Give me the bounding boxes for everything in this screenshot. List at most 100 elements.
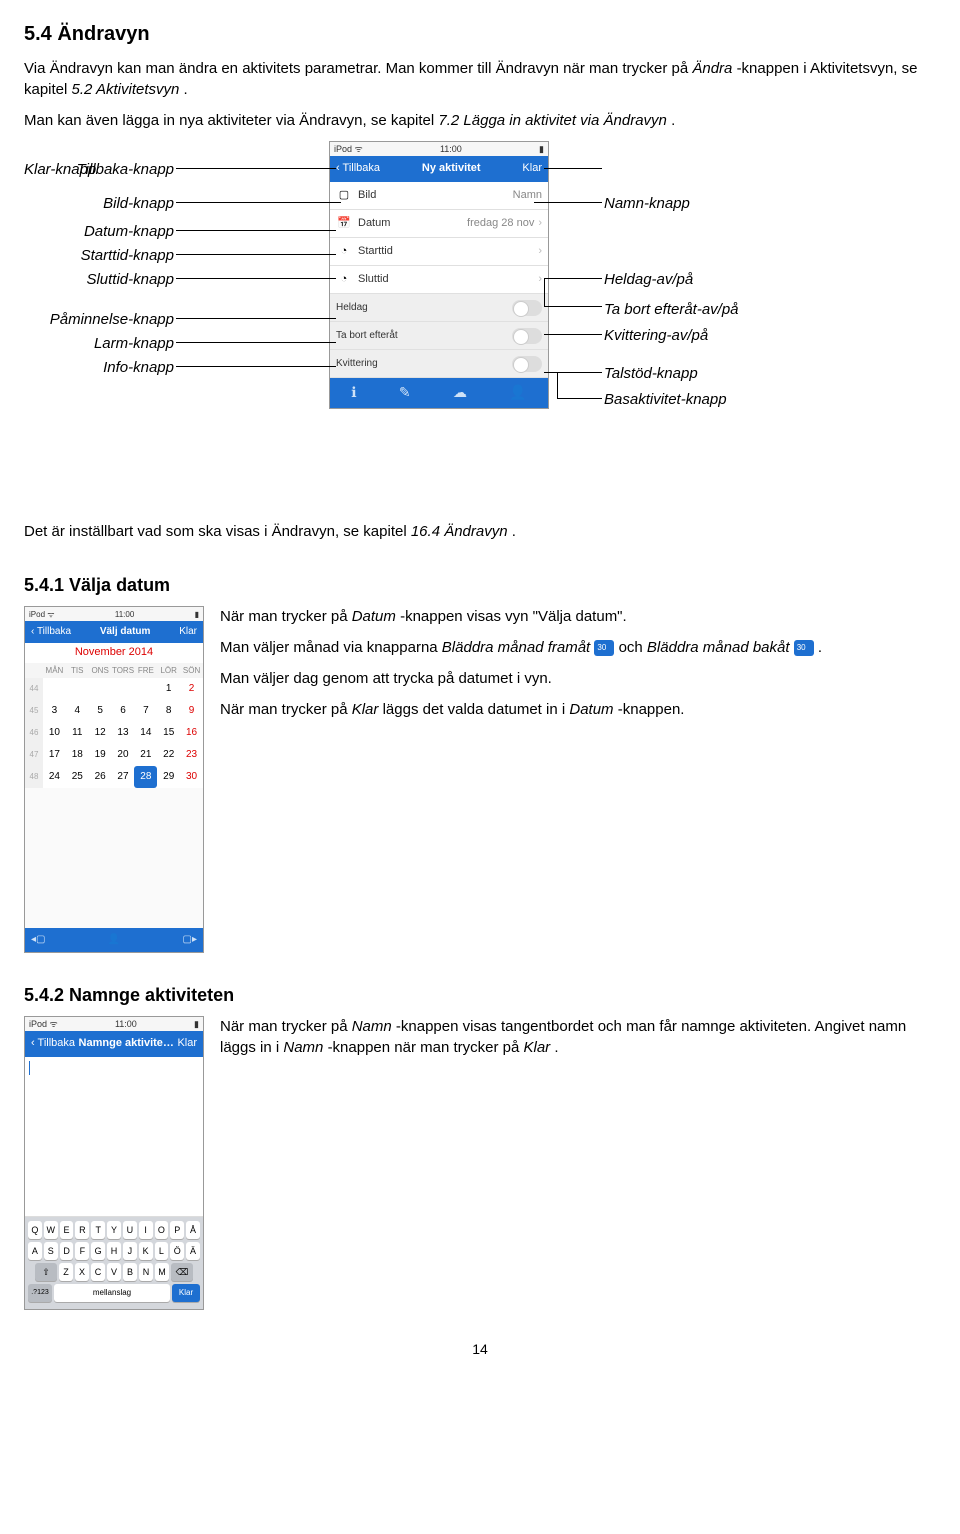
heldag-toggle[interactable]: [512, 300, 542, 316]
talstod-icon[interactable]: ✎: [399, 383, 411, 403]
next-month-icon[interactable]: ▢▸: [183, 933, 197, 947]
calendar-day[interactable]: 4: [66, 700, 89, 722]
key[interactable]: P: [170, 1221, 184, 1239]
key[interactable]: G: [91, 1242, 105, 1260]
larm-icon[interactable]: 👤: [509, 383, 526, 403]
key[interactable]: A: [28, 1242, 42, 1260]
key[interactable]: Y: [107, 1221, 121, 1239]
calendar-day[interactable]: 16: [180, 722, 203, 744]
info-icon[interactable]: ℹ: [351, 383, 356, 403]
key[interactable]: R: [75, 1221, 89, 1239]
calendar-day[interactable]: 8: [157, 700, 180, 722]
key[interactable]: T: [91, 1221, 105, 1239]
lbl-datum: Datum-knapp: [24, 221, 174, 242]
calendar-day[interactable]: 30: [180, 766, 203, 788]
key[interactable]: Ö: [170, 1242, 184, 1260]
lbl-namn: Namn-knapp: [604, 193, 690, 214]
key[interactable]: E: [60, 1221, 74, 1239]
calendar-day[interactable]: 28: [134, 766, 157, 788]
calendar-day[interactable]: 5: [89, 700, 112, 722]
text-input-area[interactable]: [25, 1057, 203, 1217]
calendar-day[interactable]: 3: [43, 700, 66, 722]
back-button[interactable]: ‹ Tillbaka: [336, 161, 380, 176]
calendar-day[interactable]: 7: [134, 700, 157, 722]
calendar-day[interactable]: 6: [112, 700, 135, 722]
key[interactable]: F: [75, 1242, 89, 1260]
calendar-day[interactable]: 26: [89, 766, 112, 788]
key[interactable]: O: [155, 1221, 169, 1239]
key[interactable]: Å: [186, 1221, 200, 1239]
key[interactable]: U: [123, 1221, 137, 1239]
calendar-day[interactable]: 11: [66, 722, 89, 744]
name-field[interactable]: Namn: [513, 188, 542, 203]
key[interactable]: K: [139, 1242, 153, 1260]
key[interactable]: V: [107, 1263, 121, 1281]
calendar-day[interactable]: 21: [134, 744, 157, 766]
key[interactable]: D: [60, 1242, 74, 1260]
space-key[interactable]: mellanslag: [54, 1284, 170, 1302]
calendar-day[interactable]: 15: [157, 722, 180, 744]
key[interactable]: S: [44, 1242, 58, 1260]
calendar-day[interactable]: 19: [89, 744, 112, 766]
back-button[interactable]: ‹ Tillbaka: [31, 625, 71, 639]
calendar-day[interactable]: 17: [43, 744, 66, 766]
calendar-day[interactable]: 1: [157, 678, 180, 700]
tabort-toggle[interactable]: [512, 328, 542, 344]
key[interactable]: M: [155, 1263, 169, 1281]
calendar-day[interactable]: 20: [112, 744, 135, 766]
prev-month-icon[interactable]: ◂▢: [31, 933, 45, 947]
calendar-day[interactable]: 18: [66, 744, 89, 766]
row-heldag: Heldag: [330, 294, 548, 322]
key[interactable]: Ä: [186, 1242, 200, 1260]
key[interactable]: L: [155, 1242, 169, 1260]
key[interactable]: C: [91, 1263, 105, 1281]
t: När man trycker på: [220, 608, 352, 625]
key[interactable]: I: [139, 1221, 153, 1239]
person-icon[interactable]: 👤: [108, 933, 120, 947]
calendar-day[interactable]: 24: [43, 766, 66, 788]
calendar-day[interactable]: 2: [180, 678, 203, 700]
calendar-icon: 📅: [336, 216, 352, 232]
key[interactable]: X: [75, 1263, 89, 1281]
carrier: iPod ᯤ: [334, 143, 363, 156]
key[interactable]: Z: [59, 1263, 73, 1281]
backspace-key[interactable]: ⌫: [171, 1263, 193, 1281]
t: Bläddra månad bakåt: [647, 639, 790, 656]
calendar-day[interactable]: 27: [112, 766, 135, 788]
t: -knappen visas vyn "Välja datum".: [400, 608, 627, 625]
calendar-day[interactable]: 29: [157, 766, 180, 788]
enter-key[interactable]: Klar: [172, 1284, 200, 1302]
t: fredag 28 nov: [467, 216, 534, 231]
row-starttid[interactable]: ◔ Starttid ›: [330, 238, 548, 266]
done-button[interactable]: Klar: [179, 625, 197, 639]
key[interactable]: Q: [28, 1221, 42, 1239]
t: .: [512, 523, 516, 540]
shift-key[interactable]: ⇧: [35, 1263, 57, 1281]
calendar-day[interactable]: 10: [43, 722, 66, 744]
row-datum[interactable]: 📅 Datum fredag 28 nov ›: [330, 210, 548, 238]
key[interactable]: J: [123, 1242, 137, 1260]
lbl-starttid: Starttid-knapp: [24, 245, 174, 266]
calendar-day[interactable]: 14: [134, 722, 157, 744]
calendar-day[interactable]: 12: [89, 722, 112, 744]
row-bild[interactable]: ▢ Bild Namn: [330, 182, 548, 210]
back-button[interactable]: ‹ Tillbaka: [31, 1036, 75, 1051]
key[interactable]: H: [107, 1242, 121, 1260]
calendar-day[interactable]: 9: [180, 700, 203, 722]
t: 11:00: [115, 1018, 137, 1031]
key[interactable]: B: [123, 1263, 137, 1281]
done-button[interactable]: Klar: [177, 1036, 197, 1051]
lbl-talstod: Talstöd-knapp: [604, 363, 698, 384]
t: 11:00: [115, 609, 134, 620]
done-button[interactable]: Klar: [522, 161, 542, 176]
key[interactable]: W: [44, 1221, 58, 1239]
calendar-day[interactable]: 13: [112, 722, 135, 744]
calendar-day[interactable]: 23: [180, 744, 203, 766]
row-sluttid[interactable]: ◔ Sluttid ›: [330, 266, 548, 294]
key[interactable]: N: [139, 1263, 153, 1281]
calendar-day[interactable]: 25: [66, 766, 89, 788]
kvittering-toggle[interactable]: [512, 356, 542, 372]
calendar-day[interactable]: 22: [157, 744, 180, 766]
numkey[interactable]: .?123: [28, 1284, 52, 1302]
basaktivitet-icon[interactable]: ☁: [453, 383, 467, 403]
